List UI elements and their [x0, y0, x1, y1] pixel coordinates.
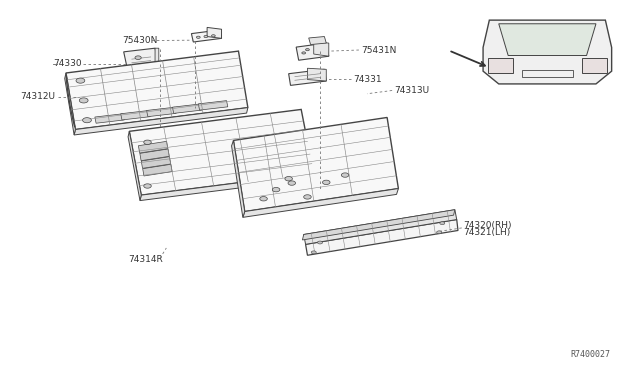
- Circle shape: [440, 222, 445, 225]
- Polygon shape: [296, 43, 329, 60]
- Polygon shape: [232, 141, 244, 217]
- Circle shape: [436, 231, 442, 234]
- Polygon shape: [308, 36, 326, 45]
- Polygon shape: [143, 164, 172, 176]
- Circle shape: [311, 251, 316, 254]
- Polygon shape: [582, 58, 607, 73]
- Circle shape: [83, 118, 92, 123]
- Polygon shape: [305, 219, 458, 255]
- Polygon shape: [129, 109, 314, 195]
- Polygon shape: [307, 68, 326, 81]
- Circle shape: [79, 98, 88, 103]
- Text: 75431N: 75431N: [361, 45, 396, 55]
- Text: 75430N: 75430N: [122, 36, 157, 45]
- Circle shape: [273, 187, 280, 192]
- Circle shape: [305, 49, 309, 51]
- Text: 74320(RH): 74320(RH): [463, 221, 511, 230]
- Text: 74330: 74330: [54, 59, 82, 68]
- Polygon shape: [234, 118, 398, 212]
- Polygon shape: [207, 28, 221, 38]
- Polygon shape: [138, 141, 168, 153]
- Text: 74312U: 74312U: [20, 92, 55, 101]
- Circle shape: [302, 52, 305, 54]
- Polygon shape: [74, 108, 248, 135]
- Polygon shape: [499, 24, 596, 55]
- Circle shape: [285, 177, 292, 181]
- Polygon shape: [314, 42, 329, 56]
- Text: 74313U: 74313U: [394, 86, 429, 95]
- Circle shape: [204, 35, 208, 38]
- Circle shape: [260, 196, 268, 201]
- Polygon shape: [198, 100, 228, 110]
- Polygon shape: [289, 69, 326, 86]
- Polygon shape: [191, 30, 221, 42]
- Polygon shape: [140, 173, 314, 201]
- Polygon shape: [140, 149, 170, 161]
- Circle shape: [76, 78, 85, 83]
- Circle shape: [288, 181, 296, 185]
- Text: 74321(LH): 74321(LH): [463, 228, 510, 237]
- Polygon shape: [128, 131, 141, 201]
- Text: 74314R: 74314R: [129, 255, 163, 264]
- Polygon shape: [121, 110, 150, 120]
- Polygon shape: [65, 73, 76, 135]
- Polygon shape: [155, 48, 159, 66]
- Polygon shape: [172, 104, 202, 113]
- Polygon shape: [147, 107, 176, 117]
- Polygon shape: [95, 114, 124, 123]
- Polygon shape: [483, 20, 612, 84]
- Polygon shape: [488, 58, 513, 73]
- Polygon shape: [141, 157, 171, 168]
- Circle shape: [317, 241, 323, 244]
- Text: 74331: 74331: [353, 75, 382, 84]
- Circle shape: [135, 56, 141, 60]
- Circle shape: [304, 195, 311, 199]
- Text: R7400027: R7400027: [570, 350, 611, 359]
- Circle shape: [144, 184, 151, 188]
- Circle shape: [323, 180, 330, 185]
- Polygon shape: [303, 210, 455, 240]
- Circle shape: [341, 173, 349, 177]
- Polygon shape: [243, 189, 398, 217]
- Polygon shape: [66, 51, 248, 129]
- Circle shape: [211, 35, 215, 37]
- Circle shape: [196, 36, 200, 38]
- Polygon shape: [124, 48, 159, 69]
- Circle shape: [144, 140, 151, 144]
- Polygon shape: [304, 210, 457, 244]
